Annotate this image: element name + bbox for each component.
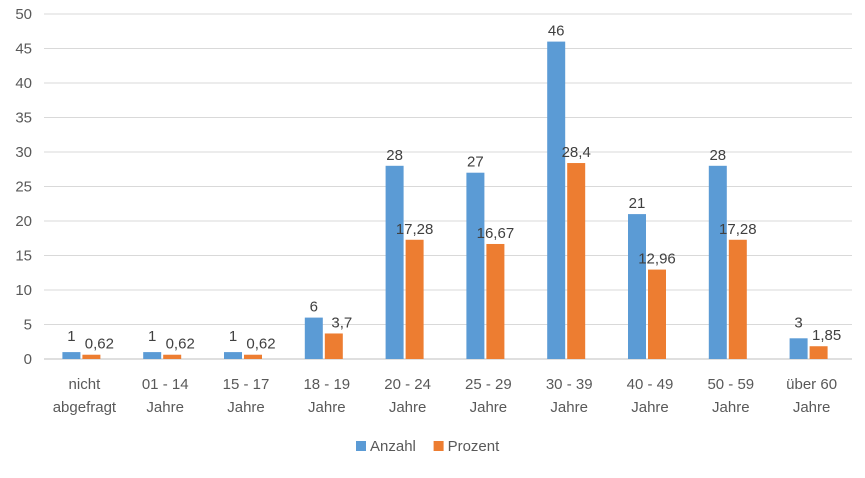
x-category-label: 40 - 49	[627, 376, 674, 393]
data-label-anzahl: 28	[709, 147, 726, 164]
x-category-label: Jahre	[631, 399, 669, 416]
bar-anzahl	[62, 352, 81, 359]
data-label-prozent: 0,62	[246, 336, 275, 353]
data-label-anzahl: 6	[310, 299, 318, 316]
bar-anzahl	[628, 214, 646, 359]
y-tick-label: 5	[24, 317, 32, 334]
data-label-anzahl: 1	[229, 328, 237, 345]
bar-prozent	[82, 354, 101, 359]
data-label-prozent: 3,7	[331, 314, 352, 331]
x-category-label: Jahre	[550, 399, 588, 416]
bar-prozent	[728, 239, 747, 359]
bar-anzahl	[143, 352, 162, 359]
data-label-anzahl: 1	[148, 328, 156, 345]
bar-anzahl	[466, 172, 485, 359]
y-tick-label: 45	[15, 41, 32, 58]
bar-anzahl	[304, 317, 323, 359]
data-label-prozent: 16,67	[477, 225, 515, 242]
data-labels: 1 1 1 6 28 27 46 21 28 3 0,62 0,62 0,62 3,7 17,28 16,67…	[67, 23, 841, 353]
data-label-anzahl: 27	[467, 154, 484, 171]
x-axis-categories: nicht abgefragt 01 - 14 Jahre 15 - 17 Jahre 18…	[53, 376, 837, 416]
y-tick-label: 0	[24, 351, 32, 368]
bar-anzahl	[789, 338, 808, 359]
data-label-anzahl: 3	[794, 314, 802, 331]
x-category-label: Jahre	[146, 399, 184, 416]
x-category-label: 25 - 29	[465, 376, 512, 393]
bar-anzahl	[224, 352, 242, 359]
x-category-label: abgefragt	[53, 399, 117, 416]
x-category-label: über 60	[786, 376, 837, 393]
legend-label-anzahl: Anzahl	[370, 438, 416, 455]
data-label-prozent: 0,62	[166, 336, 195, 353]
legend-swatch-anzahl	[356, 441, 366, 451]
x-category-label: 15 - 17	[223, 376, 270, 393]
y-tick-label: 35	[15, 110, 32, 127]
legend-swatch-prozent	[433, 441, 444, 451]
legend-label-prozent: Prozent	[448, 438, 501, 455]
data-label-prozent: 17,28	[396, 221, 434, 238]
bars	[62, 41, 828, 359]
x-category-label: 30 - 39	[546, 376, 593, 393]
x-category-label: 18 - 19	[303, 376, 350, 393]
y-tick-label: 10	[15, 282, 32, 299]
x-category-label: 20 - 24	[384, 376, 431, 393]
data-label-prozent: 28,4	[562, 144, 591, 161]
bar-prozent	[244, 354, 262, 359]
x-category-label: Jahre	[793, 399, 831, 416]
x-category-label: 01 - 14	[142, 376, 189, 393]
bar-prozent	[324, 333, 343, 359]
data-label-anzahl: 28	[386, 147, 403, 164]
x-category-label: nicht	[69, 376, 102, 393]
x-category-label: Jahre	[470, 399, 508, 416]
x-category-label: Jahre	[712, 399, 750, 416]
bar-prozent	[486, 243, 505, 359]
data-label-anzahl: 46	[548, 23, 565, 40]
gridlines	[44, 13, 852, 360]
x-category-label: Jahre	[227, 399, 265, 416]
x-category-label: Jahre	[389, 399, 427, 416]
bar-anzahl	[547, 41, 566, 359]
bar-prozent	[163, 354, 182, 359]
bar-prozent	[809, 346, 828, 359]
data-label-prozent: 1,85	[812, 327, 841, 344]
data-label-anzahl: 1	[67, 328, 75, 345]
y-tick-label: 25	[15, 179, 32, 196]
data-label-prozent: 0,62	[85, 336, 114, 353]
x-category-label: 50 - 59	[707, 376, 754, 393]
data-label-anzahl: 21	[629, 195, 646, 212]
bar-prozent	[405, 239, 424, 359]
x-category-label: Jahre	[308, 399, 346, 416]
bar-anzahl	[385, 165, 404, 359]
bar-anzahl	[708, 165, 727, 359]
data-label-prozent: 17,28	[719, 221, 757, 238]
data-label-prozent: 12,96	[638, 251, 676, 268]
y-tick-label: 50	[15, 6, 32, 23]
y-tick-label: 20	[15, 213, 32, 230]
bar-prozent	[648, 269, 666, 359]
bar-prozent	[567, 163, 586, 359]
y-tick-label: 40	[15, 75, 32, 92]
y-tick-label: 15	[15, 248, 32, 265]
y-tick-label: 30	[15, 144, 32, 161]
legend: Anzahl Prozent	[356, 438, 500, 455]
y-axis-ticks: 0 5 10 15 20 25 30 35 40 45 50	[15, 6, 32, 368]
